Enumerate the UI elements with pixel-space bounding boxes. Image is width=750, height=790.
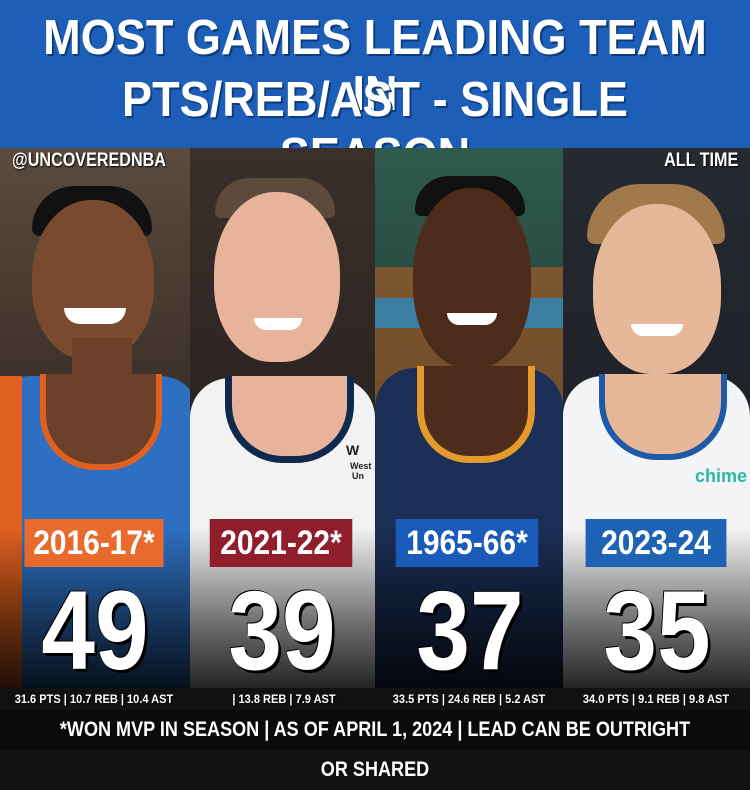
- jersey-wordmark-2: West: [350, 461, 372, 471]
- footnote: *WON MVP IN SEASON | AS OF APRIL 1, 2024…: [0, 710, 750, 781]
- stat-line-3: 33.5 PTS | 24.6 REB | 5.2 AST: [392, 692, 546, 706]
- games-count-2: 39: [228, 568, 336, 693]
- season-label-1: 2016-17*: [24, 519, 164, 567]
- title-line-1: MOST GAMES LEADING TEAM IN: [43, 11, 707, 121]
- stat-line-2: | 13.8 REB | 7.9 AST: [232, 692, 336, 706]
- season-label-4: 2023-24: [585, 519, 727, 567]
- account-handle: @UNCOVEREDNBA: [12, 150, 166, 171]
- season-label-3: 1965-66*: [395, 519, 539, 567]
- season-label-2: 2021-22*: [209, 519, 353, 567]
- games-count-3: 37: [416, 568, 524, 693]
- games-count-4: 35: [603, 568, 711, 693]
- stat-line-1: 31.6 PTS | 10.7 REB | 10.4 AST: [14, 692, 174, 706]
- jersey-sponsor: chime: [695, 466, 748, 486]
- stat-line-4: 34.0 PTS | 9.1 REB | 9.8 AST: [582, 692, 730, 706]
- player-photos: W West Un chime: [0, 148, 750, 688]
- jersey-wordmark-3: Un: [352, 471, 364, 481]
- games-count-1: 49: [41, 568, 149, 693]
- scope-label: ALL TIME: [663, 150, 738, 171]
- title-banner: MOST GAMES LEADING TEAM IN PTS/REB/AST -…: [0, 0, 750, 183]
- footnote-text: *WON MVP IN SEASON | AS OF APRIL 1, 2024…: [59, 718, 691, 781]
- jersey-wordmark-1: W: [346, 442, 360, 458]
